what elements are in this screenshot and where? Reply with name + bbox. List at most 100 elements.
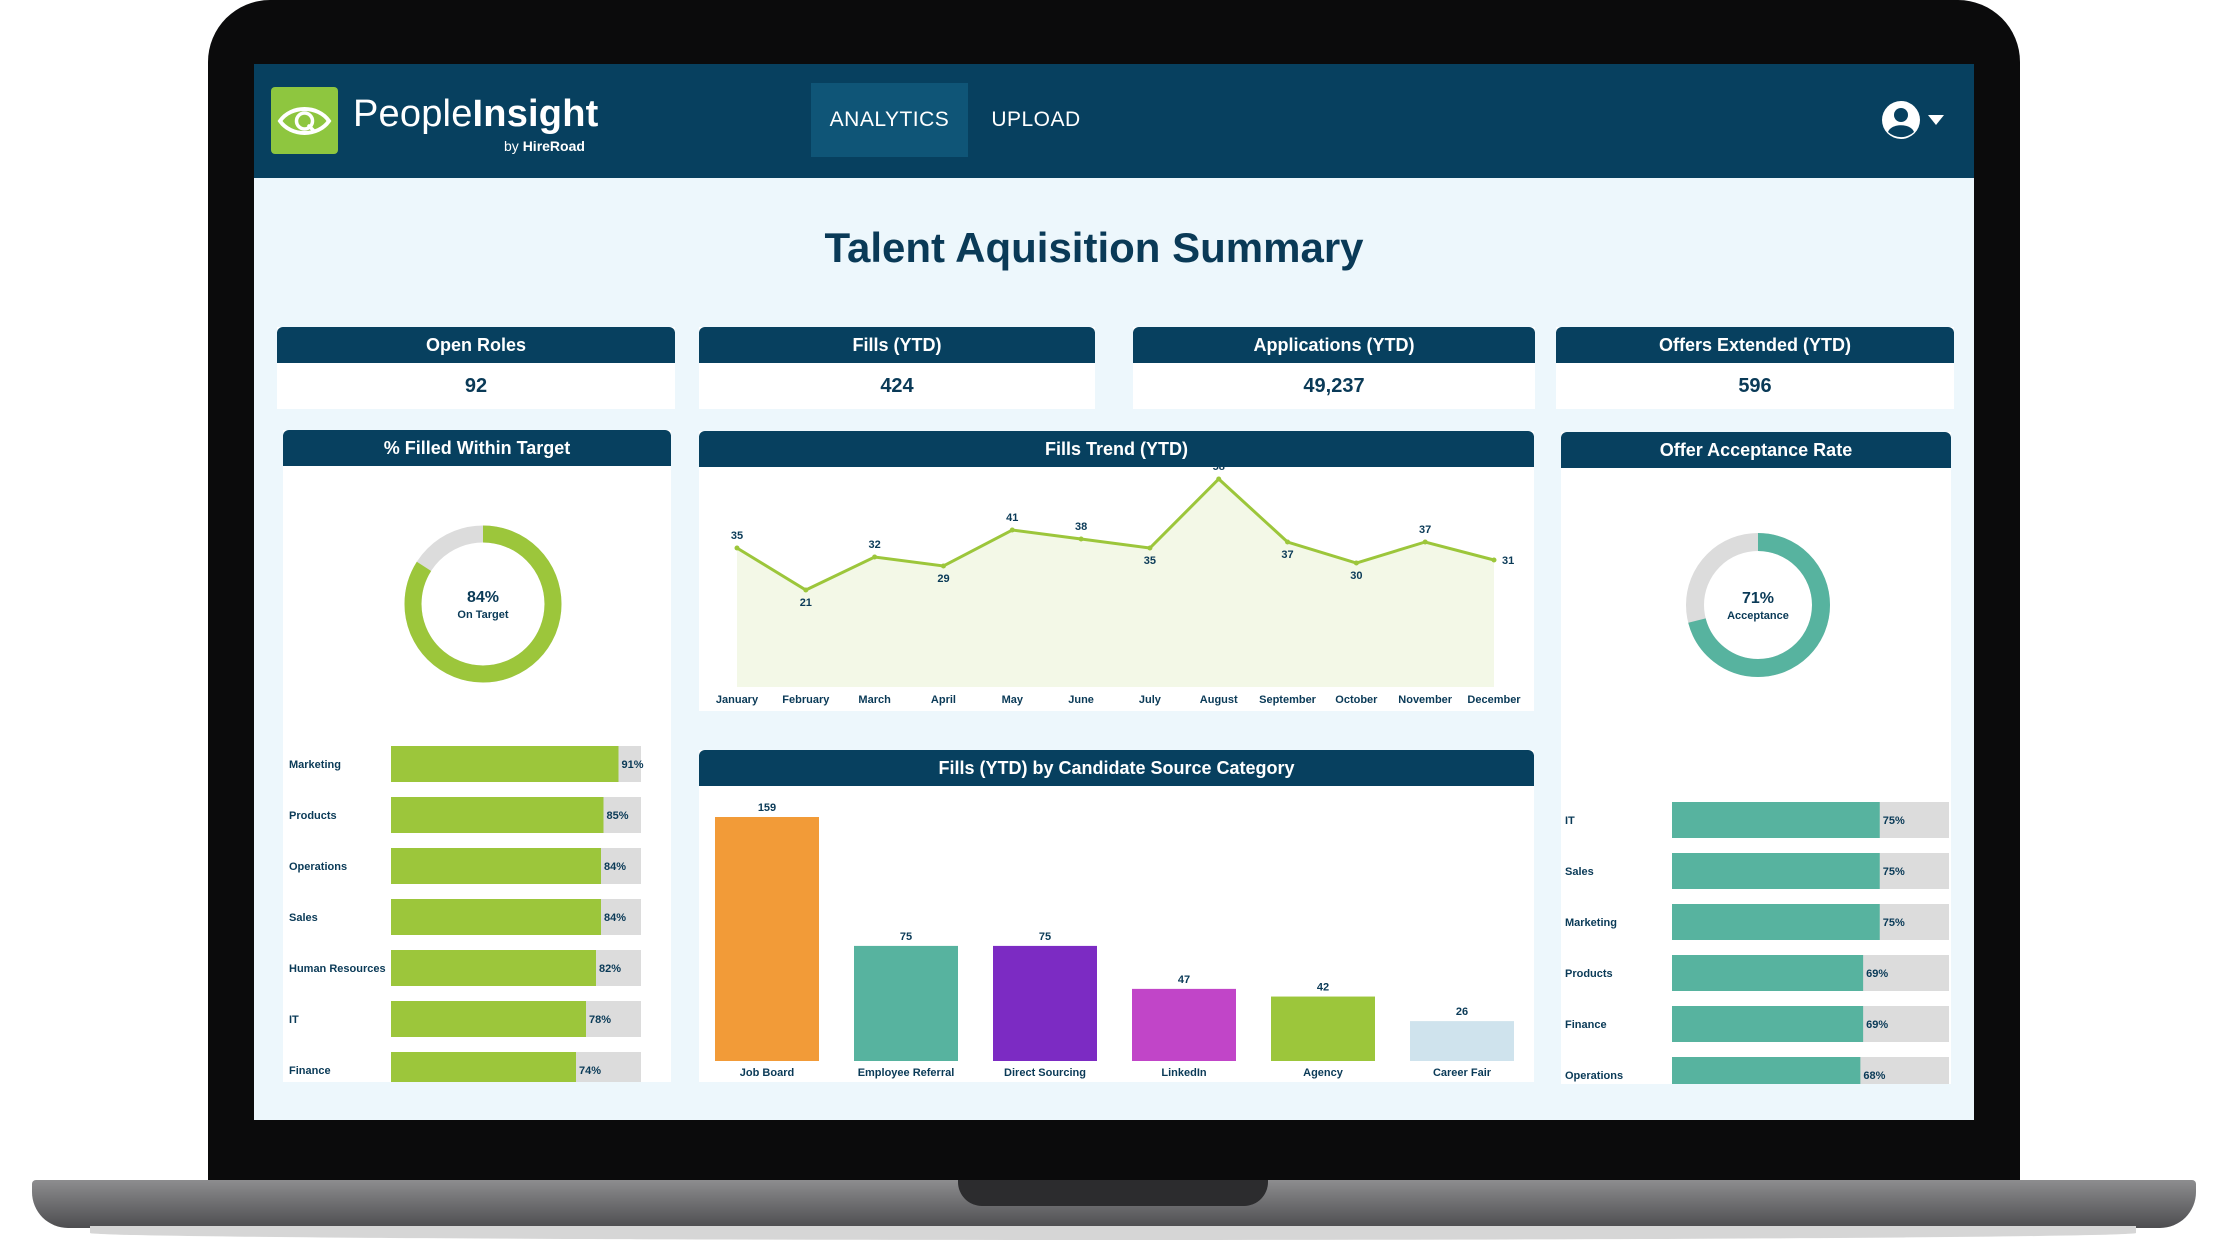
bar-value-label: 69% <box>1866 968 1888 980</box>
donut-value-arc <box>1686 533 1830 677</box>
laptop-shadow <box>90 1226 2136 1240</box>
x-tick-label: December <box>1467 694 1521 706</box>
bar-value-label: 82% <box>599 963 621 975</box>
bar-value-label: 75 <box>900 931 912 943</box>
bar <box>391 746 619 782</box>
trend-point <box>1285 539 1291 545</box>
bar <box>1672 1057 1861 1084</box>
chevron-down-icon[interactable] <box>1928 115 1944 125</box>
panel-filled-within-target: 84% On Target Marketing 91% Products 85% Opera… <box>283 430 671 1082</box>
kpi-card-offers-extended: Offers Extended (YTD) 596 <box>1556 327 1954 409</box>
bar <box>1132 988 1236 1061</box>
bar <box>1672 904 1880 940</box>
trend-value-label: 35 <box>731 530 743 542</box>
bar-value-label: 47 <box>1178 974 1190 986</box>
bar-category-label: IT <box>289 1014 299 1026</box>
x-tick-label: November <box>1398 694 1453 706</box>
bar <box>1672 955 1864 991</box>
bar-value-label: 75% <box>1883 815 1905 827</box>
trend-point <box>1078 536 1084 542</box>
bar <box>391 899 601 935</box>
x-tick-label: Direct Sourcing <box>1004 1067 1086 1079</box>
bar-category-label: Marketing <box>289 759 341 771</box>
kpi-value: 49,237 <box>1303 375 1365 397</box>
x-tick-label: Employee Referral <box>858 1067 955 1079</box>
x-tick-label: May <box>1002 694 1024 706</box>
x-tick-label: September <box>1259 694 1317 706</box>
brand-name: PeopleInsight <box>353 94 598 134</box>
bar-value-label: 85% <box>607 810 629 822</box>
trend-point <box>872 554 878 560</box>
bar-category-label: IT <box>1565 815 1575 827</box>
kpi-value: 424 <box>880 375 914 397</box>
bar <box>391 950 596 986</box>
kpi-label: Fills (YTD) <box>699 327 1095 363</box>
bar <box>391 1001 586 1037</box>
fills-trend-chart: 35 January 21 February 32 March 29 April 41 May 38… <box>716 461 1521 706</box>
panel-fills-trend: 35 January 21 February 32 March 29 April 41 May 38… <box>699 431 1534 711</box>
donut-center-value: 84% <box>467 589 499 606</box>
trend-value-label: 38 <box>1075 521 1087 533</box>
bar <box>1410 1021 1514 1061</box>
bar-value-label: 91% <box>622 759 644 771</box>
tab-analytics[interactable]: ANALYTICS <box>811 83 968 157</box>
brand-by-company: HireRoad <box>522 138 585 154</box>
trend-area <box>737 479 1494 687</box>
trend-value-label: 32 <box>869 539 881 551</box>
bar-value-label: 75% <box>1883 866 1905 878</box>
tab-upload[interactable]: UPLOAD <box>991 108 1081 131</box>
panel-title: Fills Trend (YTD) <box>699 431 1534 467</box>
bar <box>854 945 958 1061</box>
dashboard-screen: PeopleInsight by HireRoad ANALYTICS UPLO… <box>254 64 1974 1120</box>
trend-value-label: 29 <box>937 573 949 585</box>
x-tick-label: LinkedIn <box>1161 1067 1207 1079</box>
kpi-value: 92 <box>464 375 488 397</box>
panel-title: % Filled Within Target <box>283 430 671 466</box>
trend-point <box>940 563 946 569</box>
trend-point <box>1422 539 1428 545</box>
kpi-label: Applications (YTD) <box>1133 327 1535 363</box>
bar <box>993 945 1097 1061</box>
bar-category-label: Sales <box>289 912 318 924</box>
bar <box>391 1052 576 1082</box>
donut-center-label: On Target <box>457 609 508 621</box>
donut-value-arc <box>404 525 562 683</box>
x-tick-label: January <box>716 694 759 706</box>
bar-category-label: Sales <box>1565 866 1594 878</box>
bar-category-label: Finance <box>289 1065 331 1077</box>
x-tick-label: Agency <box>1303 1067 1344 1079</box>
bar-value-label: 78% <box>589 1014 611 1026</box>
bar-value-label: 84% <box>604 912 626 924</box>
trend-point <box>803 587 809 593</box>
bar-category-label: Human Resources <box>289 963 386 975</box>
filled-target-chart: 84% On Target Marketing 91% Products 85% Opera… <box>289 525 644 1082</box>
bar-category-label: Finance <box>1565 1019 1607 1031</box>
x-tick-label: October <box>1335 694 1378 706</box>
bar-category-label: Marketing <box>1565 917 1617 929</box>
kpi-card-applications: Applications (YTD) 49,237 <box>1133 327 1535 409</box>
top-navigation-bar: PeopleInsight by HireRoad ANALYTICS UPLO… <box>254 64 1974 178</box>
trend-point <box>1353 560 1359 566</box>
bar <box>1271 996 1375 1061</box>
x-tick-label: August <box>1200 694 1238 706</box>
fills-by-source-chart: 159 Job Board 75 Employee Referral 75 Direct … <box>715 802 1514 1079</box>
panel-fills-by-source: 159 Job Board 75 Employee Referral 75 Direct … <box>699 750 1534 1082</box>
logo-eye-icon[interactable] <box>271 87 338 154</box>
bar-category-label: Operations <box>1565 1070 1623 1082</box>
bar-value-label: 75% <box>1883 917 1905 929</box>
user-avatar-icon[interactable] <box>1881 100 1921 140</box>
trend-point <box>734 545 740 551</box>
bar <box>1672 802 1880 838</box>
bar <box>391 848 601 884</box>
page-title: Talent Aquisition Summary <box>824 224 1364 271</box>
x-tick-label: March <box>858 694 891 706</box>
trend-point <box>1491 557 1497 563</box>
x-tick-label: Career Fair <box>1433 1067 1492 1079</box>
trend-value-label: 21 <box>800 597 812 609</box>
bar-value-label: 42 <box>1317 982 1329 994</box>
brand-name-bold: Insight <box>472 93 599 135</box>
trend-value-label: 41 <box>1006 512 1018 524</box>
bar-category-label: Products <box>1565 968 1613 980</box>
kpi-label: Offers Extended (YTD) <box>1556 327 1954 363</box>
